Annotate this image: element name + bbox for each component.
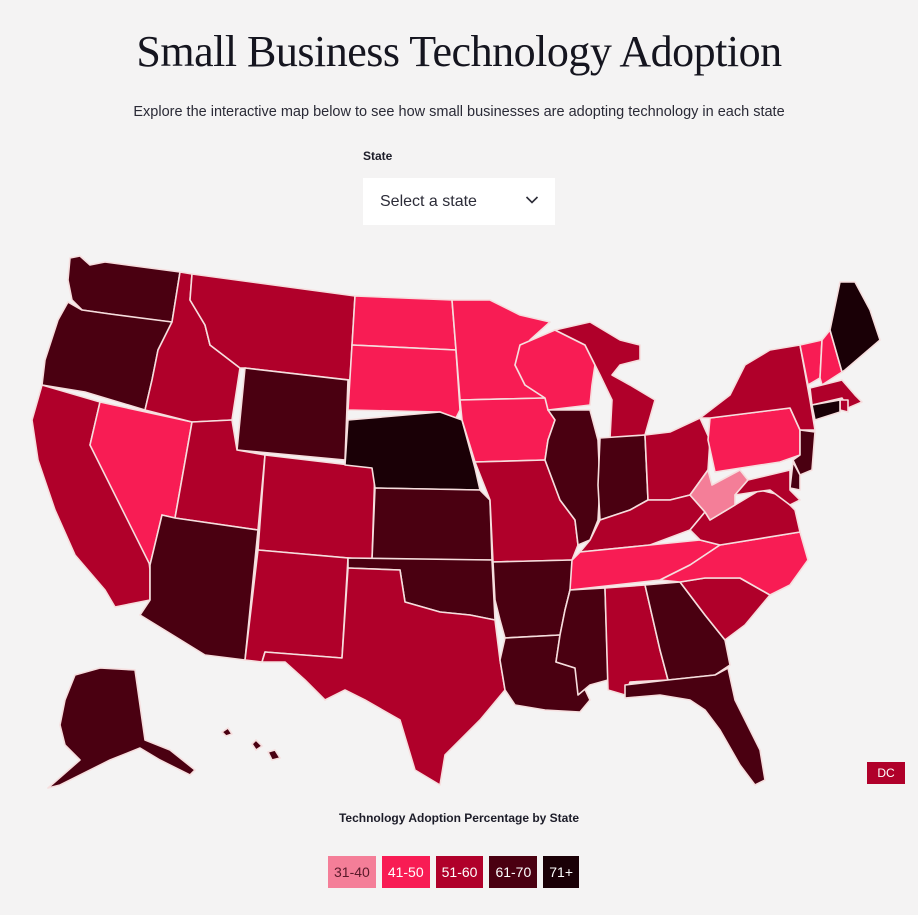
page-subtitle: Explore the interactive map below to see… (133, 104, 785, 120)
legend-title: Technology Adoption Percentage by State (338, 811, 580, 825)
page-title: Small Business Technology Adoption (136, 27, 782, 76)
state-MD[interactable] (734, 469, 801, 506)
legend-item-61-70[interactable]: 61-70 (489, 856, 538, 888)
state-SD[interactable] (347, 344, 461, 421)
state-filter-label: State (363, 149, 393, 163)
state-NY[interactable] (699, 344, 816, 431)
chevron-down-icon (525, 196, 539, 204)
state-CO[interactable] (257, 454, 376, 561)
state-ME[interactable] (829, 281, 881, 373)
state-AK[interactable] (47, 667, 196, 789)
state-HI-2[interactable] (251, 739, 263, 751)
state-HI-3[interactable] (267, 749, 281, 761)
state-AZ[interactable] (139, 514, 259, 661)
legend: 31-40 41-50 51-60 61-70 71+ (328, 856, 579, 888)
state-HI[interactable] (221, 727, 233, 737)
state-IL[interactable] (544, 409, 601, 546)
state-TX[interactable] (261, 567, 506, 786)
state-ND[interactable] (351, 295, 457, 351)
state-select[interactable]: Select a state (363, 178, 555, 225)
state-IA[interactable] (459, 397, 556, 463)
state-select-value: Select a state (380, 192, 477, 210)
state-RI[interactable] (839, 399, 849, 413)
state-DE[interactable] (789, 461, 801, 491)
state-NH[interactable] (819, 329, 843, 386)
legend-item-71-plus[interactable]: 71+ (543, 856, 579, 888)
legend-item-41-50[interactable]: 41-50 (381, 856, 430, 888)
legend-item-31-40[interactable]: 31-40 (328, 856, 376, 888)
state-NM[interactable] (244, 549, 349, 663)
state-CT[interactable] (811, 399, 841, 421)
state-MI[interactable] (554, 321, 656, 439)
state-KS[interactable] (371, 487, 493, 561)
legend-item-51-60[interactable]: 51-60 (435, 856, 484, 888)
state-PA[interactable] (707, 407, 801, 473)
dc-button[interactable]: DC (867, 762, 905, 784)
state-WY[interactable] (236, 367, 349, 461)
state-FL[interactable] (624, 667, 766, 786)
us-choropleth-map (0, 240, 918, 800)
